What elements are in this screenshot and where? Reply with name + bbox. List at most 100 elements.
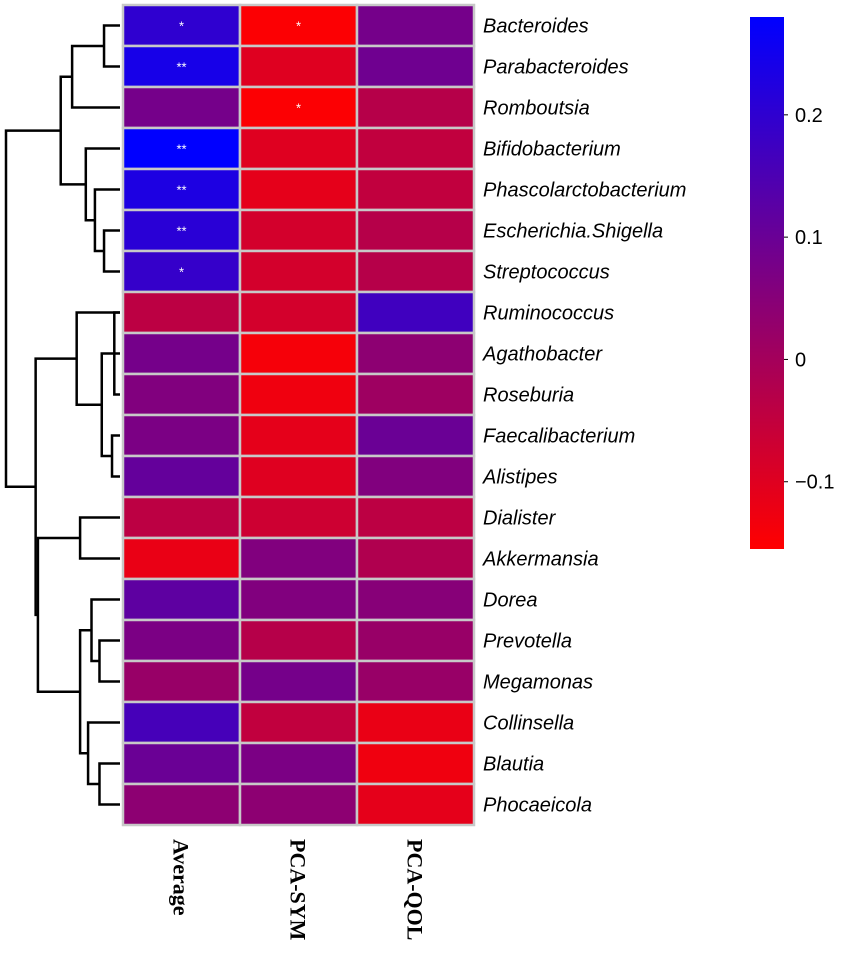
row-label: Alistipes [482, 467, 557, 489]
heatmap-cell [121, 290, 242, 335]
heatmap-cells [121, 3, 476, 827]
heatmap-cell [355, 495, 476, 540]
heatmap-cell [238, 577, 359, 622]
heatmap-cell [121, 454, 242, 499]
heatmap-cell [355, 44, 476, 89]
dendrogram-branch [84, 147, 120, 222]
row-label: Escherichia.Shigella [483, 221, 663, 243]
dendrogram-branch [70, 44, 120, 109]
significance-marker: ** [176, 142, 186, 157]
row-label: Bifidobacterium [483, 139, 621, 161]
heatmap-cell [238, 44, 359, 89]
heatmap-cell [238, 208, 359, 253]
significance-marker: ** [176, 224, 186, 239]
heatmap-cell [121, 372, 242, 417]
heatmap-cell [238, 126, 359, 171]
heatmap-cell [121, 536, 242, 581]
heatmap-cell [121, 577, 242, 622]
heatmap-cell [238, 782, 359, 827]
heatmap-cell [355, 85, 476, 130]
row-label: Phascolarctobacterium [483, 180, 686, 202]
colorbar-tick-label: 0.1 [795, 227, 823, 249]
heatmap-cell [355, 208, 476, 253]
heatmap-cell [355, 167, 476, 212]
heatmap-cell [238, 331, 359, 376]
heatmap-cell [238, 536, 359, 581]
significance-marker: * [296, 101, 301, 116]
heatmap-cell [121, 741, 242, 786]
heatmap-cell [238, 290, 359, 335]
heatmap-cell [355, 536, 476, 581]
heatmap-cell [238, 454, 359, 499]
heatmap-cell [355, 290, 476, 335]
heatmap-cell [238, 700, 359, 745]
heatmap-cell [121, 85, 242, 130]
heatmap-cell [121, 495, 242, 540]
heatmap-cell [238, 618, 359, 663]
heatmap-cell [355, 3, 476, 48]
heatmap-cell [121, 782, 242, 827]
significance-marker: ** [176, 60, 186, 75]
significance-marker: * [179, 265, 184, 280]
row-label: Dorea [483, 590, 537, 612]
heatmap-cell [355, 372, 476, 417]
row-label: Ruminococcus [483, 303, 614, 325]
row-dendrogram [4, 24, 120, 806]
heatmap-cell [121, 618, 242, 663]
heatmap-cell [238, 372, 359, 417]
heatmap-cell [355, 126, 476, 171]
dendrogram-branch [78, 629, 92, 755]
dendrogram-branch [102, 229, 120, 273]
heatmap-cell [238, 413, 359, 458]
heatmap-cell [238, 167, 359, 212]
heatmap-cell [238, 741, 359, 786]
row-label: Phocaeicola [483, 795, 592, 817]
significance-marker: * [179, 19, 184, 34]
heatmap-cell [355, 700, 476, 745]
heatmap-cell [355, 413, 476, 458]
colorbar: 0.2 0.1 0 −0.1 [750, 17, 834, 549]
row-label: Romboutsia [483, 98, 590, 120]
heatmap-cell [121, 331, 242, 376]
row-label: Akkermansia [482, 549, 599, 571]
dendrogram-branch [90, 598, 120, 663]
heatmap-cell [121, 700, 242, 745]
dendrogram-branch [36, 536, 81, 693]
row-label: Collinsella [483, 713, 574, 735]
dendrogram-branch [98, 762, 120, 806]
row-label: Bacteroides [483, 16, 589, 38]
heatmap-cell [121, 3, 242, 48]
heatmap-cell [355, 249, 476, 294]
significance-marker: ** [176, 183, 186, 198]
significance-markers: * *********** [176, 19, 301, 280]
dendrogram-branch [93, 188, 120, 253]
colorbar-tick-label: 0.2 [795, 105, 823, 127]
row-label: Roseburia [483, 385, 574, 407]
column-label: Average [169, 839, 194, 916]
dendrogram-branch [78, 516, 120, 560]
heatmap-cell [355, 741, 476, 786]
heatmap-cell [238, 495, 359, 540]
row-label: Dialister [483, 508, 557, 530]
colorbar-tick-label: 0 [795, 349, 806, 371]
heatmap-cell [121, 659, 242, 704]
heatmap-cell [355, 782, 476, 827]
heatmap-cell [355, 577, 476, 622]
column-labels: Average PCA-SYM PCA-QOL [169, 839, 428, 941]
heatmap-cell [355, 454, 476, 499]
dendrogram-branch [4, 129, 61, 488]
heatmap-cell [238, 249, 359, 294]
row-label: Streptococcus [483, 262, 610, 284]
column-label: PCA-QOL [403, 839, 428, 940]
heatmap-cell [121, 249, 242, 294]
row-label: Faecalibacterium [483, 426, 635, 448]
row-label: Prevotella [483, 631, 572, 653]
dendrogram-branch [86, 721, 120, 786]
column-label: PCA-SYM [286, 839, 311, 941]
heatmap-cell [355, 618, 476, 663]
heatmap-cell [355, 659, 476, 704]
dendrogram-branch [110, 434, 120, 478]
dendrogram-branch [102, 24, 120, 68]
colorbar-tick-label: −0.1 [795, 472, 834, 494]
